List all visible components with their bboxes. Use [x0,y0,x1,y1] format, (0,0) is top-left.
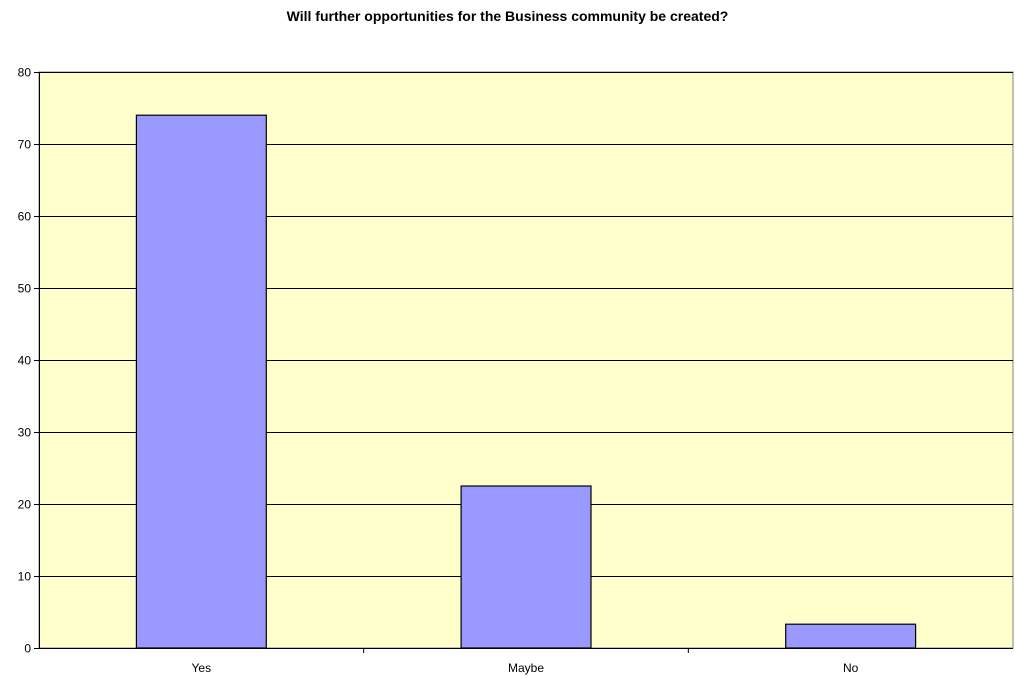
axes [34,72,1013,653]
y-tick-label: 10 [18,570,32,584]
tick-labels: 0 10 20 30 40 50 60 70 80 Yes Maybe No [18,66,859,676]
bar-maybe [460,485,592,649]
y-tick-label: 20 [18,498,32,512]
bar-no [785,623,917,649]
y-tick-label: 70 [18,138,32,152]
y-tick-label: 80 [18,66,32,80]
y-tick-label: 50 [18,282,32,296]
y-tick-label: 0 [24,642,31,656]
y-tick-label: 30 [18,426,32,440]
chart-title: Will further opportunities for the Busin… [286,8,729,24]
x-tick-label: No [843,661,859,675]
bars [135,114,917,649]
y-tick-label: 60 [18,210,32,224]
x-tick-label: Maybe [508,661,544,675]
x-tick-label: Yes [192,661,212,675]
y-tick-label: 40 [18,354,32,368]
bar-yes [135,114,267,649]
